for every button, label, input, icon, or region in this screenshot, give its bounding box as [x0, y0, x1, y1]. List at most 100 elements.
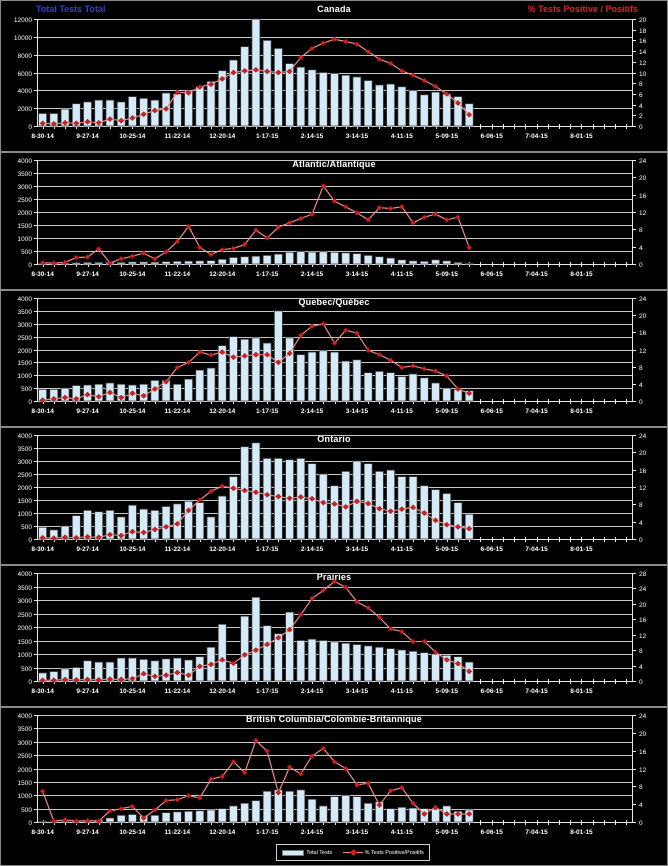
svg-text:0: 0 — [639, 262, 643, 269]
svg-text:8-30-14: 8-30-14 — [31, 688, 54, 695]
svg-text:7-04-15: 7-04-15 — [525, 546, 548, 553]
svg-text:10-25-14: 10-25-14 — [119, 546, 145, 553]
svg-text:10: 10 — [639, 71, 647, 78]
svg-text:3-14-15: 3-14-15 — [346, 546, 369, 553]
svg-text:8-01-15: 8-01-15 — [570, 408, 593, 415]
svg-text:12000: 12000 — [14, 17, 32, 24]
svg-text:4000: 4000 — [18, 433, 33, 440]
svg-text:8: 8 — [639, 502, 643, 509]
svg-text:4000: 4000 — [18, 296, 33, 303]
svg-text:12: 12 — [639, 348, 647, 355]
svg-text:20: 20 — [639, 602, 647, 609]
svg-text:3-14-15: 3-14-15 — [346, 133, 369, 140]
svg-text:2000: 2000 — [18, 348, 33, 355]
svg-text:1500: 1500 — [18, 498, 33, 505]
bar-swatch-icon — [282, 849, 305, 856]
svg-text:9-27-14: 9-27-14 — [76, 133, 99, 140]
svg-text:20: 20 — [639, 313, 647, 320]
svg-text:8: 8 — [639, 784, 643, 791]
svg-text:3500: 3500 — [18, 171, 33, 178]
svg-text:5-09-15: 5-09-15 — [436, 408, 459, 415]
svg-text:5-09-15: 5-09-15 — [436, 688, 459, 695]
svg-text:4000: 4000 — [18, 88, 33, 95]
svg-text:6-06-15: 6-06-15 — [480, 133, 503, 140]
svg-text:5-09-15: 5-09-15 — [436, 133, 459, 140]
svg-text:10-25-14: 10-25-14 — [119, 829, 145, 836]
svg-text:0: 0 — [28, 537, 32, 544]
svg-text:8-30-14: 8-30-14 — [31, 133, 54, 140]
svg-text:2-14-15: 2-14-15 — [301, 408, 324, 415]
svg-text:2000: 2000 — [18, 767, 33, 774]
svg-text:6-06-15: 6-06-15 — [480, 546, 503, 553]
svg-text:3000: 3000 — [18, 740, 33, 747]
svg-text:6-06-15: 6-06-15 — [480, 829, 503, 836]
svg-text:1500: 1500 — [18, 360, 33, 367]
svg-text:14: 14 — [639, 49, 647, 56]
svg-text:7-04-15: 7-04-15 — [525, 133, 548, 140]
svg-text:4: 4 — [639, 520, 643, 527]
chart-panel-british-columbia: British Columbia/Colombie-Britannique To… — [0, 707, 668, 866]
svg-text:8: 8 — [639, 365, 643, 372]
svg-text:1000: 1000 — [18, 652, 33, 659]
svg-text:6-06-15: 6-06-15 — [480, 271, 503, 278]
svg-text:1000: 1000 — [18, 511, 33, 518]
svg-text:7-04-15: 7-04-15 — [525, 688, 548, 695]
svg-text:20: 20 — [639, 17, 647, 24]
svg-text:3500: 3500 — [18, 726, 33, 733]
svg-text:8-01-15: 8-01-15 — [570, 546, 593, 553]
svg-text:8-01-15: 8-01-15 — [570, 688, 593, 695]
line-diamond-swatch-icon — [342, 848, 363, 857]
svg-text:10-25-14: 10-25-14 — [119, 688, 145, 695]
svg-text:500: 500 — [21, 524, 32, 531]
svg-text:8-01-15: 8-01-15 — [570, 271, 593, 278]
svg-text:2500: 2500 — [18, 472, 33, 479]
chart-svg-3: 0 500 1000 1500 2000 2500 3000 3500 4000 0 4 8 12 16 2… — [0, 427, 668, 565]
svg-text:20: 20 — [639, 175, 647, 182]
svg-text:24: 24 — [639, 433, 647, 440]
svg-text:12-20-14: 12-20-14 — [209, 408, 235, 415]
svg-text:0: 0 — [28, 820, 32, 827]
svg-text:0: 0 — [639, 820, 643, 827]
svg-text:3500: 3500 — [18, 309, 33, 316]
legend-bar-label: Total Tests — [306, 849, 333, 856]
svg-text:10000: 10000 — [14, 35, 32, 42]
svg-text:7-04-15: 7-04-15 — [525, 829, 548, 836]
svg-text:4000: 4000 — [18, 571, 33, 578]
svg-text:11-22-14: 11-22-14 — [164, 546, 190, 553]
svg-text:9-27-14: 9-27-14 — [76, 688, 99, 695]
svg-text:28: 28 — [639, 571, 647, 578]
svg-text:12: 12 — [639, 485, 647, 492]
svg-text:5-09-15: 5-09-15 — [436, 546, 459, 553]
chart-panel-ontario: Ontario 0 500 1000 1500 2000 2500 3000 3500 4000… — [0, 427, 668, 565]
svg-text:9-27-14: 9-27-14 — [76, 271, 99, 278]
svg-text:8-01-15: 8-01-15 — [570, 829, 593, 836]
chart-panel-canada: Total Tests Total % Tests Positive / Pos… — [0, 0, 668, 152]
svg-text:0: 0 — [28, 679, 32, 686]
svg-text:9-27-14: 9-27-14 — [76, 408, 99, 415]
svg-text:2500: 2500 — [18, 753, 33, 760]
svg-text:8-30-14: 8-30-14 — [31, 408, 54, 415]
svg-text:8: 8 — [639, 227, 643, 234]
svg-text:12-20-14: 12-20-14 — [209, 271, 235, 278]
svg-text:2000: 2000 — [18, 106, 33, 113]
legend-item-total-tests: Total Tests — [282, 849, 333, 856]
svg-text:10-25-14: 10-25-14 — [119, 271, 145, 278]
svg-text:12-20-14: 12-20-14 — [209, 829, 235, 836]
svg-text:4-11-15: 4-11-15 — [391, 408, 413, 415]
svg-text:8-30-14: 8-30-14 — [31, 271, 54, 278]
chart-panel-atlantic: Atlantic/Atlantique 0 500 1000 1500 2000 2500… — [0, 152, 668, 290]
svg-text:4: 4 — [639, 664, 643, 671]
svg-text:0: 0 — [639, 124, 643, 131]
svg-text:12: 12 — [639, 633, 647, 640]
chart-svg-1: 0 500 1000 1500 2000 2500 3000 3500 4000 0 4 8 12 16 2… — [0, 152, 668, 290]
svg-text:11-22-14: 11-22-14 — [164, 829, 190, 836]
svg-text:1-17-15: 1-17-15 — [256, 408, 279, 415]
svg-text:3-14-15: 3-14-15 — [346, 688, 369, 695]
svg-text:16: 16 — [639, 38, 647, 45]
svg-text:1500: 1500 — [18, 639, 33, 646]
svg-text:3-14-15: 3-14-15 — [346, 408, 369, 415]
left-axis-legend-label: Total Tests Total — [36, 4, 106, 14]
svg-text:3000: 3000 — [18, 459, 33, 466]
svg-text:9-27-14: 9-27-14 — [76, 829, 99, 836]
svg-text:11-22-14: 11-22-14 — [164, 133, 190, 140]
